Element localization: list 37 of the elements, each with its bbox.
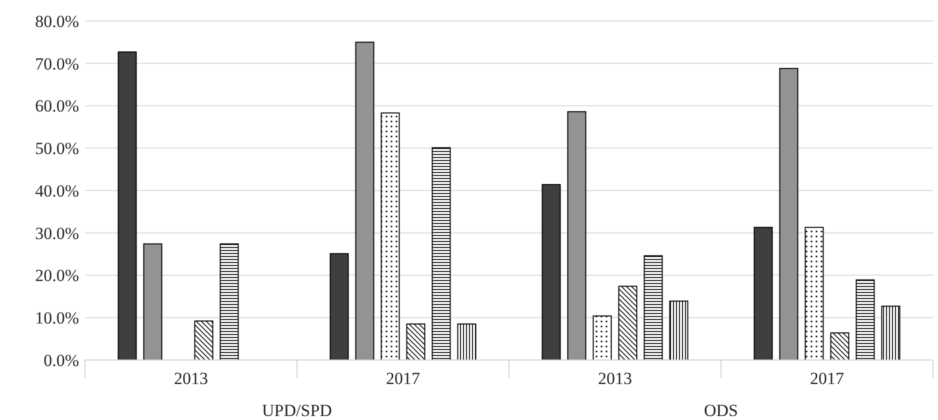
- bar: [779, 68, 798, 360]
- y-tick-label: 40.0%: [35, 181, 79, 200]
- bar: [330, 253, 349, 360]
- y-tick-label: 70.0%: [35, 54, 79, 74]
- bar: [830, 332, 850, 360]
- bar: [380, 112, 400, 360]
- y-tick-label: 20.0%: [35, 266, 79, 286]
- bar: [669, 300, 688, 360]
- bar: [618, 286, 638, 360]
- y-tick-label: 30.0%: [35, 224, 79, 243]
- bar: [406, 323, 426, 360]
- text: ODS: [704, 401, 738, 420]
- y-tick-label: 50.0%: [35, 139, 79, 158]
- bar: [881, 306, 900, 360]
- text: UPD/SPD: [262, 401, 332, 420]
- bar: [542, 184, 561, 360]
- y-tick-label: 10.0%: [35, 308, 79, 328]
- bar: [592, 315, 612, 360]
- bar: [143, 243, 162, 360]
- bar: [194, 320, 214, 360]
- bar: [754, 226, 773, 360]
- y-tick-label: 80.0%: [35, 12, 79, 31]
- bar: [644, 255, 663, 360]
- bar: [804, 226, 824, 360]
- x-tick-label: 2017: [810, 369, 844, 388]
- x-tick-label: 2013: [598, 369, 632, 388]
- bar: [118, 51, 137, 360]
- bar: [220, 243, 239, 360]
- x-tick-label: 2017: [386, 369, 420, 388]
- bar: [432, 147, 451, 360]
- bar: [856, 279, 875, 360]
- bar: [567, 111, 586, 360]
- y-tick-label: 60.0%: [35, 96, 79, 116]
- bar: [457, 323, 476, 360]
- bar: [355, 42, 374, 360]
- x-tick-label: 2013: [174, 369, 208, 388]
- y-tick-label: 0.0%: [44, 350, 79, 370]
